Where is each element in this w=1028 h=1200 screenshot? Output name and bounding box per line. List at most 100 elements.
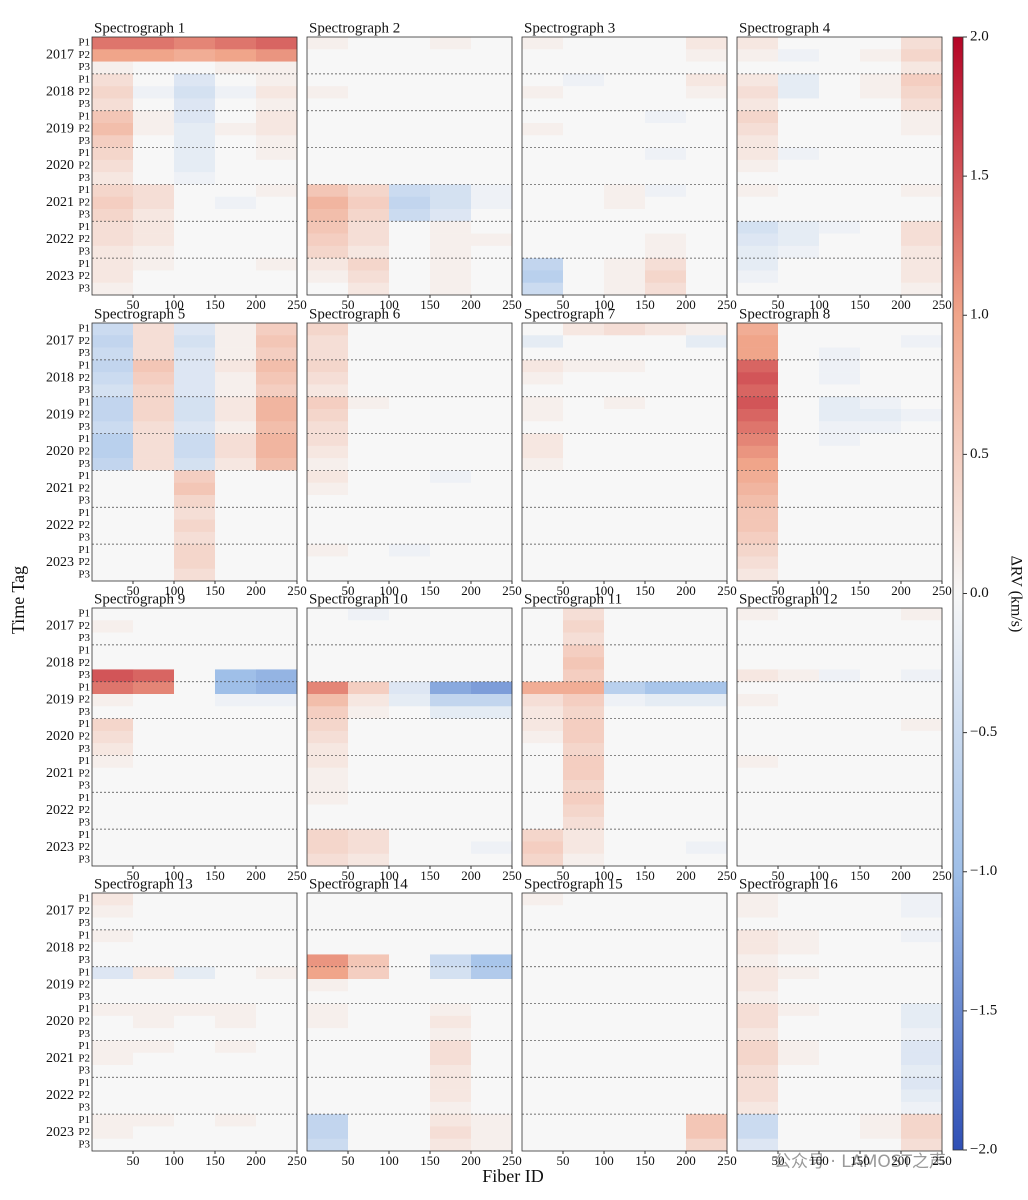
heatmap-cell [256, 421, 298, 434]
heatmap-cell [256, 470, 298, 484]
heatmap-cell [471, 335, 513, 348]
heatmap-cell [686, 159, 728, 173]
heatmap-cell [430, 531, 472, 545]
heatmap-cell [471, 245, 513, 259]
heatmap-cell [256, 1040, 298, 1054]
heatmap-cell [686, 359, 728, 373]
heatmap-cell [430, 282, 472, 296]
heatmap-cell [307, 384, 349, 398]
heatmap-cell [215, 556, 257, 570]
heatmap-cell [604, 233, 646, 247]
heatmap-cell [686, 1138, 728, 1152]
heatmap-cell [92, 482, 134, 496]
heatmap-cell [133, 86, 175, 99]
heatmap-cell [860, 669, 902, 683]
heatmap-cell [389, 184, 431, 198]
x-tick-label: 200 [461, 868, 481, 883]
heatmap-cell [645, 644, 687, 658]
heatmap-cell [563, 917, 605, 931]
heatmap-cell [819, 966, 861, 980]
heatmap-cell [348, 270, 390, 284]
heatmap-cell [901, 258, 943, 271]
heatmap-cell [819, 531, 861, 545]
heatmap-cell [686, 942, 728, 955]
heatmap-cell [645, 841, 687, 855]
heatmap-cell [174, 954, 216, 968]
period-label: P1 [78, 110, 90, 122]
heatmap-cell [133, 1077, 175, 1090]
heatmap-cell [901, 147, 943, 161]
heatmap-cell [860, 1065, 902, 1078]
heatmap-cell [174, 421, 216, 434]
heatmap-cell [737, 929, 779, 943]
heatmap-cell [389, 991, 431, 1004]
heatmap-cell [860, 507, 902, 520]
heatmap-cell [307, 743, 349, 756]
heatmap-cell [901, 37, 943, 50]
heatmap-cell [133, 98, 175, 112]
heatmap-cell [133, 1089, 175, 1103]
x-tick-label: 50 [127, 583, 140, 598]
x-tick-label: 50 [342, 583, 355, 598]
heatmap-cell [819, 482, 861, 496]
heatmap-cell [563, 1077, 605, 1090]
heatmap-cell [819, 608, 861, 621]
heatmap-cell [645, 1003, 687, 1017]
heatmap-cell [174, 384, 216, 398]
heatmap-cell [215, 123, 257, 136]
heatmap-cell [819, 917, 861, 931]
x-tick-label: 100 [379, 297, 399, 312]
heatmap-cell [686, 954, 728, 968]
heatmap-cell [604, 1101, 646, 1115]
heatmap-cell [901, 507, 943, 520]
heatmap-cell [256, 1077, 298, 1090]
heatmap-cell [348, 829, 390, 842]
heatmap-cell [604, 681, 646, 695]
x-tick-label: 100 [594, 1153, 614, 1168]
heatmap-cell [604, 184, 646, 198]
heatmap-cell [348, 780, 390, 793]
heatmap-cell [645, 507, 687, 520]
period-label: P2 [78, 233, 90, 245]
x-tick-label: 150 [205, 583, 225, 598]
year-label: 2021 [46, 481, 74, 496]
panel-frame [306, 36, 513, 296]
panel-title: Spectrograph 3 [524, 20, 615, 36]
heatmap-cell [604, 767, 646, 781]
heatmap-cell [860, 396, 902, 410]
heatmap-cell [174, 755, 216, 769]
heatmap-cell [522, 632, 564, 646]
heatmap-cell [522, 270, 564, 284]
heatmap-cell [686, 482, 728, 496]
panel-title: Spectrograph 4 [739, 20, 831, 36]
heatmap-cell [430, 1028, 472, 1041]
heatmap-cell [860, 954, 902, 968]
period-label: P1 [78, 470, 90, 482]
year-label: 2018 [46, 941, 74, 956]
heatmap-cell [819, 743, 861, 756]
heatmap-cell [307, 706, 349, 719]
x-tick-label: 200 [246, 868, 266, 883]
heatmap-cell [604, 507, 646, 520]
heatmap-cell [348, 893, 390, 906]
heatmap-cell [348, 694, 390, 707]
heatmap-cell [471, 657, 513, 670]
heatmap-cell [819, 458, 861, 471]
heatmap-cell [737, 323, 779, 336]
heatmap-cell [174, 323, 216, 336]
heatmap-cell [522, 1015, 564, 1029]
heatmap-cell [604, 531, 646, 545]
heatmap-cell [563, 905, 605, 918]
period-label: P2 [78, 767, 90, 779]
heatmap-cell [215, 258, 257, 271]
heatmap-cell [563, 123, 605, 136]
heatmap-cell [522, 1114, 564, 1127]
heatmap-cell [215, 470, 257, 484]
heatmap-cell [686, 1028, 728, 1041]
heatmap-cell [819, 61, 861, 75]
heatmap-cell [348, 991, 390, 1004]
heatmap-cell [389, 245, 431, 259]
period-label: P2 [78, 694, 90, 706]
heatmap-cell [389, 792, 431, 805]
heatmap-cell [645, 966, 687, 980]
